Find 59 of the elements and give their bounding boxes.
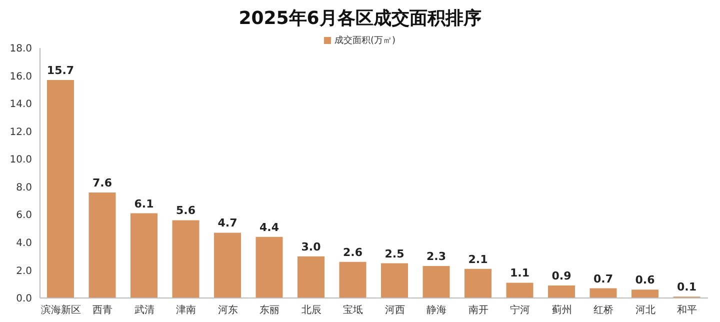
- x-tick-label: 静海: [426, 304, 447, 316]
- y-tick-label: 4.0: [16, 238, 32, 249]
- data-label: 0.7: [594, 272, 613, 286]
- x-tick-label: 河北: [635, 304, 656, 316]
- data-label: 0.6: [635, 274, 656, 287]
- x-tick-label: 津南: [176, 304, 196, 316]
- bar: [548, 286, 575, 298]
- bar: [422, 266, 450, 298]
- data-label: 2.3: [426, 250, 446, 264]
- x-tick-label: 红桥: [594, 304, 614, 316]
- y-tick-label: 18.0: [10, 44, 32, 55]
- data-label: 1.1: [510, 266, 530, 280]
- legend-label: 成交面积(万㎡): [334, 34, 396, 47]
- chart-title: 2025年6月各区成交面积排序: [238, 7, 482, 30]
- data-label: 2.5: [384, 247, 404, 260]
- data-label: 5.6: [176, 204, 196, 218]
- x-tick-label: 滨海新区: [40, 304, 81, 316]
- x-tick-label: 南开: [468, 304, 488, 316]
- data-label: 15.7: [46, 64, 74, 77]
- bar: [464, 268, 492, 298]
- y-tick-label: 6.0: [16, 210, 32, 222]
- bar: [298, 256, 324, 298]
- bar: [381, 263, 408, 298]
- bar: [130, 213, 158, 298]
- x-tick-label: 蓟州: [552, 304, 572, 316]
- bar: [88, 192, 116, 298]
- y-tick-label: 8.0: [16, 182, 32, 194]
- bar: [172, 220, 200, 298]
- bar: [506, 282, 534, 298]
- x-tick-label: 武清: [134, 304, 154, 316]
- bar: [47, 80, 74, 298]
- data-label: 2.6: [343, 246, 363, 259]
- x-tick-label: 东丽: [260, 304, 280, 316]
- data-label: 6.1: [134, 197, 154, 210]
- data-label: 0.1: [677, 280, 696, 294]
- data-label: 3.0: [301, 240, 322, 254]
- y-tick-label: 16.0: [10, 71, 32, 82]
- x-tick-label: 北辰: [301, 304, 322, 316]
- bar: [214, 232, 241, 298]
- y-tick-label: 2.0: [16, 266, 32, 277]
- bar: [590, 288, 617, 298]
- data-label: 2.1: [468, 252, 488, 266]
- x-tick-label: 河西: [384, 304, 405, 316]
- data-label: 0.9: [552, 270, 572, 282]
- bar: [632, 290, 658, 298]
- x-tick-label: 宝坻: [343, 304, 364, 316]
- x-tick-label: 和平: [677, 304, 698, 316]
- bar: [256, 236, 283, 298]
- data-label: 4.4: [260, 220, 280, 234]
- y-tick-label: 10.0: [10, 154, 32, 166]
- data-label: 7.6: [92, 176, 112, 190]
- x-tick-label: 河东: [218, 304, 238, 316]
- y-tick-label: 12.0: [10, 126, 32, 138]
- y-tick-label: 0.0: [16, 294, 32, 305]
- data-label: 4.7: [218, 216, 238, 230]
- x-tick-label: 西青: [92, 304, 113, 316]
- bar: [339, 262, 366, 298]
- x-tick-label: 宁河: [510, 304, 530, 316]
- y-tick-label: 14.0: [10, 99, 32, 110]
